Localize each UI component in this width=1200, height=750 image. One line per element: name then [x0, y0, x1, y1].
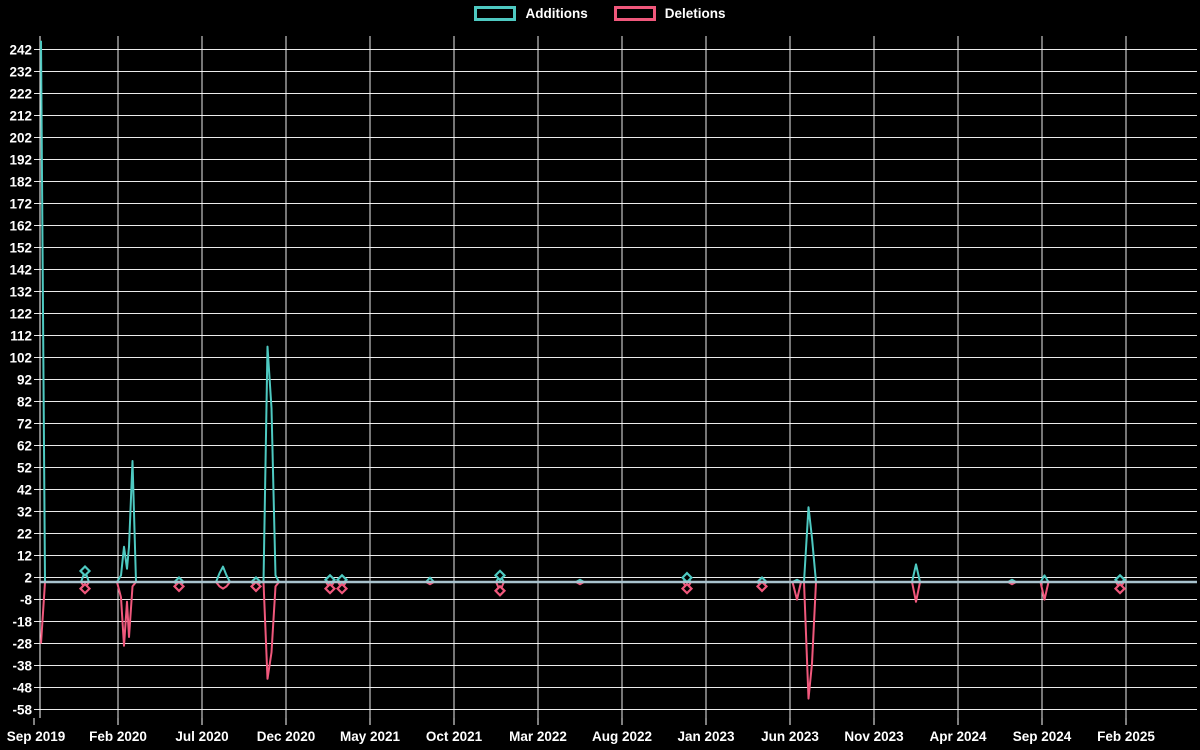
x-axis-label: Sep 2019 — [7, 729, 66, 744]
deletions-point-marker — [249, 580, 263, 593]
legend-label-additions: Additions — [525, 6, 588, 21]
chart-legend: Additions Deletions — [0, 6, 1200, 21]
y-axis-label: -48 — [12, 680, 32, 695]
x-axis-label: Feb 2020 — [89, 729, 147, 744]
y-axis-label: 62 — [17, 438, 32, 453]
y-axis-label: 52 — [17, 460, 32, 475]
legend-item-additions[interactable]: Additions — [474, 6, 588, 21]
y-axis-label: 152 — [9, 240, 32, 255]
x-axis-label: Aug 2022 — [592, 729, 652, 744]
y-axis-label: 222 — [9, 86, 32, 101]
y-axis-label: 72 — [17, 416, 32, 431]
y-axis-label: 142 — [9, 262, 32, 277]
y-axis-label: 192 — [9, 152, 32, 167]
additions-swatch-icon — [474, 6, 517, 21]
x-axis-label: Mar 2022 — [509, 729, 567, 744]
y-axis-label: 92 — [17, 372, 32, 387]
additions-line — [40, 40, 1192, 583]
y-axis-label: 22 — [17, 526, 32, 541]
y-axis-label: 242 — [9, 42, 32, 57]
x-axis-label: Dec 2020 — [257, 729, 316, 744]
y-axis-label: 212 — [9, 108, 32, 123]
y-axis-label: 172 — [9, 196, 32, 211]
deletions-point-marker — [78, 582, 92, 595]
x-axis-label: Nov 2023 — [844, 729, 904, 744]
additions-point-marker — [78, 564, 92, 578]
legend-label-deletions: Deletions — [664, 6, 726, 21]
y-axis-label: -8 — [20, 592, 32, 607]
y-axis-label: -28 — [12, 636, 32, 651]
x-axis-label: May 2021 — [340, 729, 401, 744]
x-axis-label: Jul 2020 — [175, 729, 228, 744]
legend-item-deletions[interactable]: Deletions — [613, 6, 726, 21]
y-axis-label: 112 — [10, 328, 32, 343]
deletions-point-marker — [755, 580, 769, 593]
y-axis-label: 232 — [9, 64, 32, 79]
y-axis-label: 2 — [24, 570, 32, 585]
y-axis-label: 12 — [17, 548, 32, 563]
x-axis-label: Apr 2024 — [929, 729, 987, 744]
deletions-point-marker — [172, 580, 186, 593]
additions-point-marker — [493, 569, 507, 582]
y-axis-label: 122 — [9, 306, 32, 321]
x-axis-label: Jan 2023 — [677, 729, 735, 744]
x-axis-label: Feb 2025 — [1097, 729, 1155, 744]
y-axis-label: 82 — [17, 394, 32, 409]
y-axis-label: 132 — [9, 284, 32, 299]
y-axis-label: 32 — [17, 504, 32, 519]
y-axis-label: -38 — [12, 658, 32, 673]
deletions-swatch-icon — [613, 6, 656, 21]
y-axis-label: 102 — [9, 350, 32, 365]
deletions-point-marker — [1113, 582, 1127, 595]
y-axis-label: 202 — [9, 130, 32, 145]
deletions-point-marker — [493, 584, 507, 597]
deletions-point-marker — [335, 582, 349, 595]
y-axis-label: 162 — [9, 218, 32, 233]
x-axis-label: Oct 2021 — [426, 729, 483, 744]
x-axis-label: Sep 2024 — [1013, 729, 1072, 744]
deletions-point-marker — [323, 582, 337, 595]
y-axis-label: 182 — [9, 174, 32, 189]
y-axis-label: -18 — [12, 614, 32, 629]
x-axis-label: Jun 2023 — [761, 729, 819, 744]
deletions-point-marker — [680, 582, 694, 595]
y-axis-label: 42 — [17, 482, 32, 497]
y-axis-label: -58 — [12, 702, 32, 717]
